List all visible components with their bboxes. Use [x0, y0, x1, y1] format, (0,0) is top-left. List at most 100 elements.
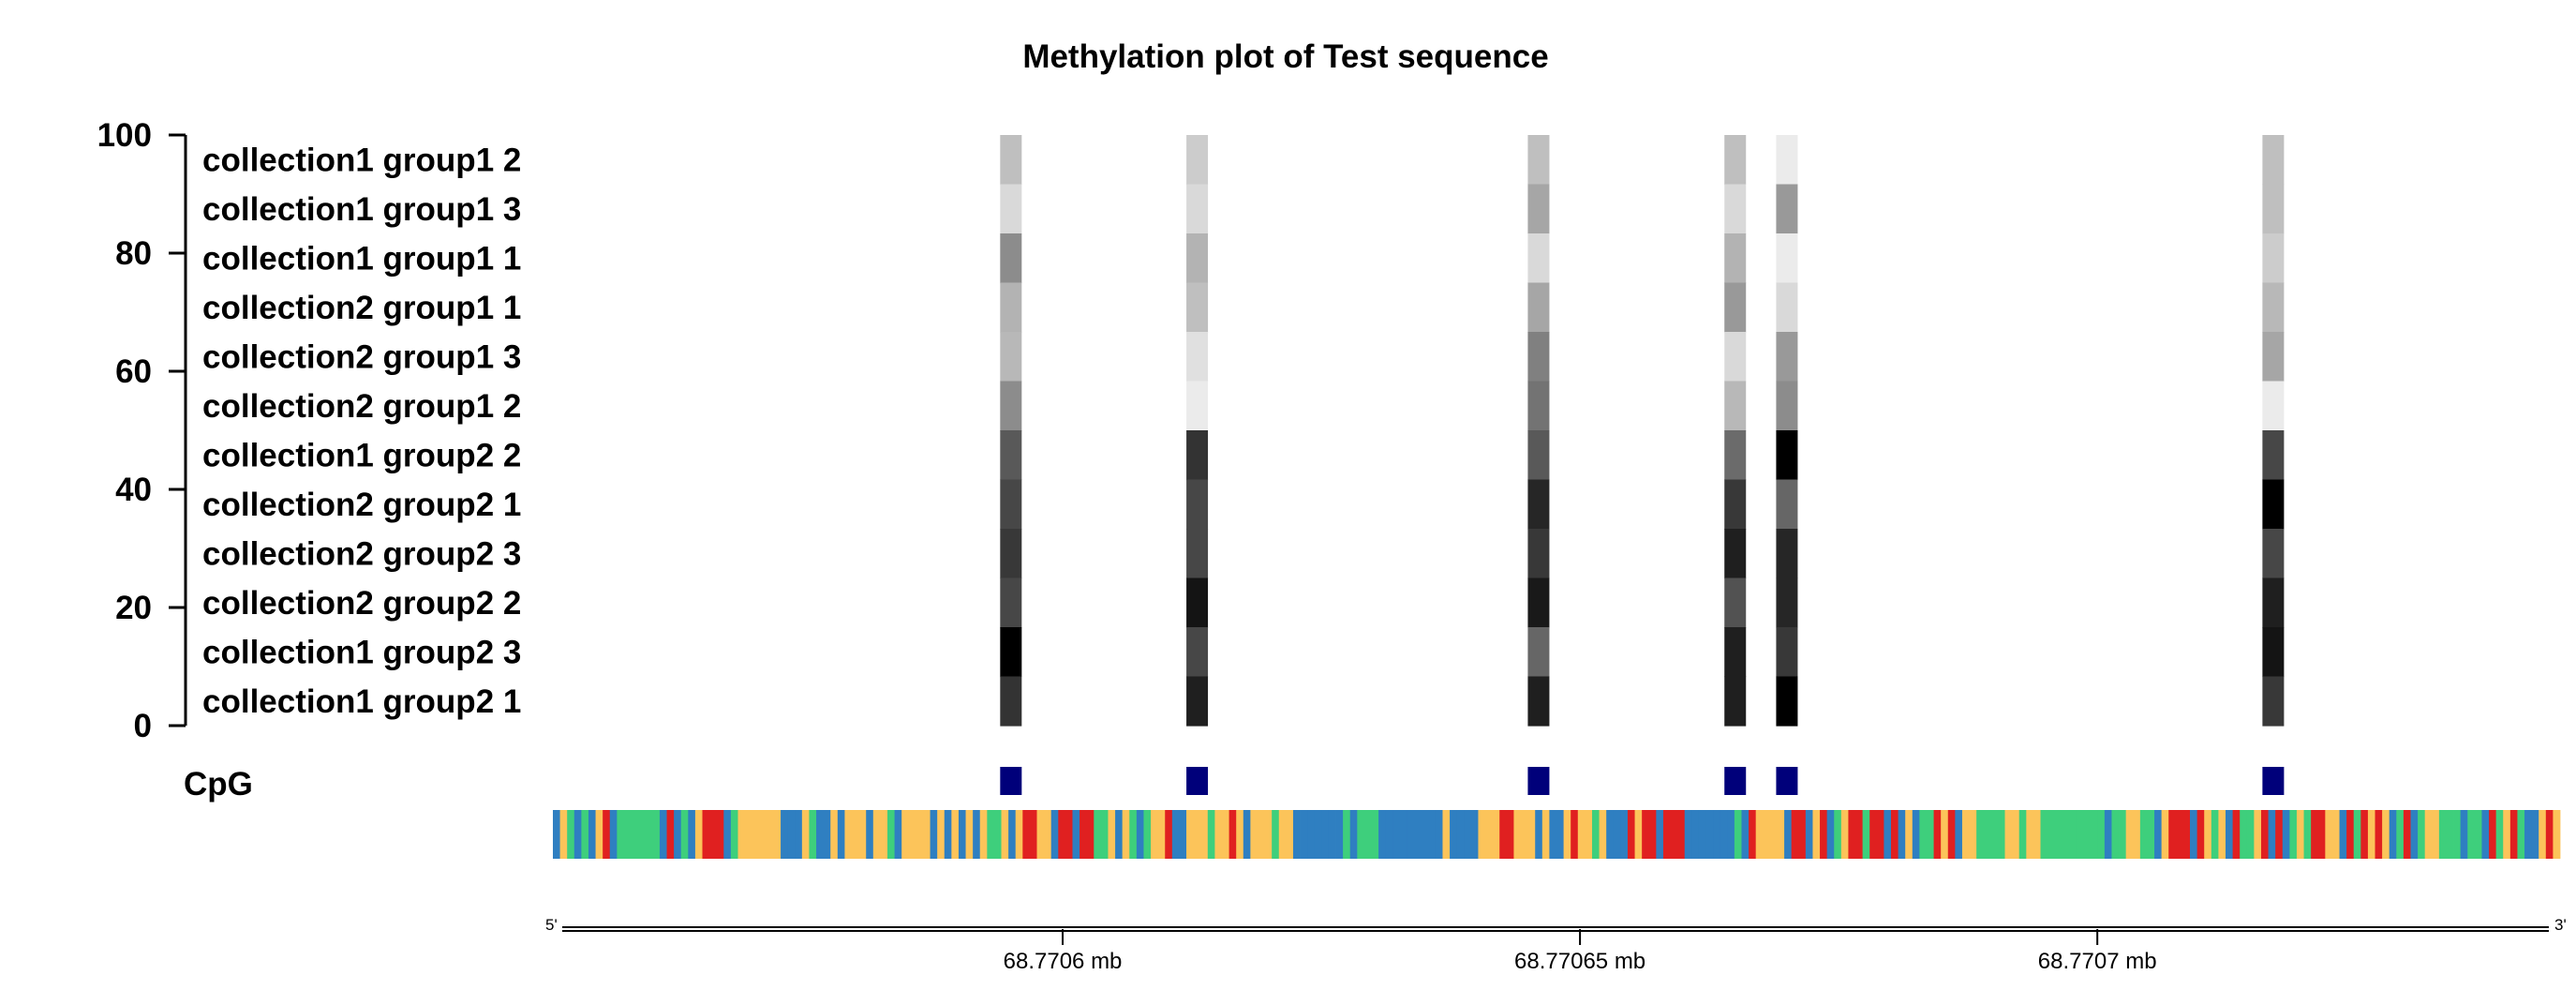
nucleotide-cell: [1648, 810, 1657, 859]
methylation-cell: [1724, 479, 1747, 530]
sample-label: collection1 group2 2: [202, 437, 521, 473]
methylation-cell: [1776, 578, 1798, 628]
nucleotide-cell: [1884, 810, 1892, 859]
nucleotide-cell: [1179, 810, 1187, 859]
nucleotide-cell: [816, 810, 825, 859]
nucleotide-cell: [2282, 810, 2290, 859]
nucleotide-cell: [659, 810, 667, 859]
nucleotide-cell: [2503, 810, 2511, 859]
nucleotide-cell: [894, 810, 902, 859]
nucleotide-cell: [1798, 810, 1807, 859]
nucleotide-cell: [1257, 810, 1265, 859]
nucleotide-cell: [2246, 810, 2255, 859]
nucleotide-cell: [2097, 810, 2106, 859]
nucleotide-cell: [1599, 810, 1607, 859]
nucleotide-cell: [2446, 810, 2454, 859]
nucleotide-cell: [1627, 810, 1635, 859]
nucleotide-cell: [1848, 810, 1856, 859]
nucleotide-cell: [887, 810, 895, 859]
nucleotide-cell: [852, 810, 860, 859]
methylation-cell: [2262, 233, 2285, 284]
nucleotide-cell: [1136, 810, 1144, 859]
nucleotide-cell: [2254, 810, 2262, 859]
nucleotide-cell: [2539, 810, 2547, 859]
sample-label: collection1 group2 3: [202, 634, 521, 670]
nucleotide-cell: [1080, 810, 1088, 859]
nucleotide-cell: [2175, 810, 2183, 859]
nucleotide-cell: [908, 810, 916, 859]
nucleotide-cell: [958, 810, 966, 859]
nucleotide-cell: [1414, 810, 1422, 859]
nucleotide-cell: [1222, 810, 1229, 859]
nucleotide-cell: [1990, 810, 1999, 859]
cpg-track: [1000, 767, 2285, 795]
nucleotide-cell: [1029, 810, 1037, 859]
nucleotide-cell: [1912, 810, 1920, 859]
cpg-marker: [2262, 767, 2285, 795]
nucleotide-cell: [2168, 810, 2177, 859]
nucleotide-cell: [2125, 810, 2134, 859]
nucleotide-cell: [1250, 810, 1258, 859]
methylation-cell: [1186, 479, 1209, 530]
methylation-cell: [1000, 529, 1022, 579]
nucleotide-cell: [922, 810, 931, 859]
methylation-cell: [1527, 282, 1550, 333]
nucleotide-cell: [2083, 810, 2092, 859]
nucleotide-cell: [2054, 810, 2062, 859]
nucleotide-cell: [1891, 810, 1898, 859]
nucleotide-cell: [1157, 810, 1166, 859]
methylation-cell: [1186, 627, 1209, 678]
nucleotide-cell: [2410, 810, 2419, 859]
methylation-cell: [1186, 233, 1209, 284]
nucleotide-cell: [1805, 810, 1813, 859]
nucleotide-cell: [766, 810, 774, 859]
nucleotide-cell: [2375, 810, 2383, 859]
nucleotide-cell: [1421, 810, 1429, 859]
nucleotide-cell: [2076, 810, 2084, 859]
nucleotide-cell: [1571, 810, 1579, 859]
methylation-cell: [1724, 184, 1747, 234]
nucleotide-cell: [944, 810, 952, 859]
nucleotide-cell: [2047, 810, 2056, 859]
nucleotide-cell: [567, 810, 575, 859]
nucleotide-cell: [858, 810, 867, 859]
nucleotide-cell: [1072, 810, 1080, 859]
nucleotide-cell: [1207, 810, 1215, 859]
nucleotide-cell: [1286, 810, 1294, 859]
nucleotide-cell: [1876, 810, 1884, 859]
methylation-cell: [1724, 381, 1747, 431]
chart-title: Methylation plot of Test sequence: [1022, 38, 1548, 75]
x-tick-label: 68.7706 mb: [1004, 949, 1123, 974]
methylation-cell: [1000, 676, 1022, 727]
nucleotide-cell: [1677, 810, 1686, 859]
nucleotide-cell: [1698, 810, 1706, 859]
nucleotide-cell: [1151, 810, 1159, 859]
methylation-cell: [1776, 381, 1798, 431]
nucleotide-cell: [1983, 810, 1991, 859]
nucleotide-cell: [1634, 810, 1643, 859]
nucleotide-cell: [2040, 810, 2048, 859]
nucleotide-cell: [1556, 810, 1564, 859]
methylation-cell: [1000, 627, 1022, 678]
y-axis: 0 20 40 60 80 100: [97, 117, 187, 744]
methylation-cell: [2262, 529, 2285, 579]
nucleotide-cell: [752, 810, 760, 859]
nucleotide-cell: [2111, 810, 2120, 859]
methylation-cell: [1186, 578, 1209, 628]
cpg-column: [2262, 135, 2285, 727]
methylation-cell: [1527, 233, 1550, 284]
nucleotide-cell: [1314, 810, 1322, 859]
nucleotide-cell: [2303, 810, 2312, 859]
nucleotide-cell: [1684, 810, 1692, 859]
sample-label: collection2 group2 1: [202, 487, 521, 523]
cpg-marker: [1527, 767, 1550, 795]
methylation-cell: [2262, 135, 2285, 186]
nucleotide-cell: [1428, 810, 1437, 859]
nucleotide-cell: [595, 810, 603, 859]
nucleotide-cell: [1143, 810, 1152, 859]
nucleotide-cell: [573, 810, 582, 859]
nucleotide-cell: [2211, 810, 2219, 859]
x-axis: 5' 3' 68.7706 mb 68.77065 mb 68.7707 mb: [545, 916, 2567, 974]
nucleotide-cell: [1549, 810, 1557, 859]
nucleotide-cell: [716, 810, 724, 859]
